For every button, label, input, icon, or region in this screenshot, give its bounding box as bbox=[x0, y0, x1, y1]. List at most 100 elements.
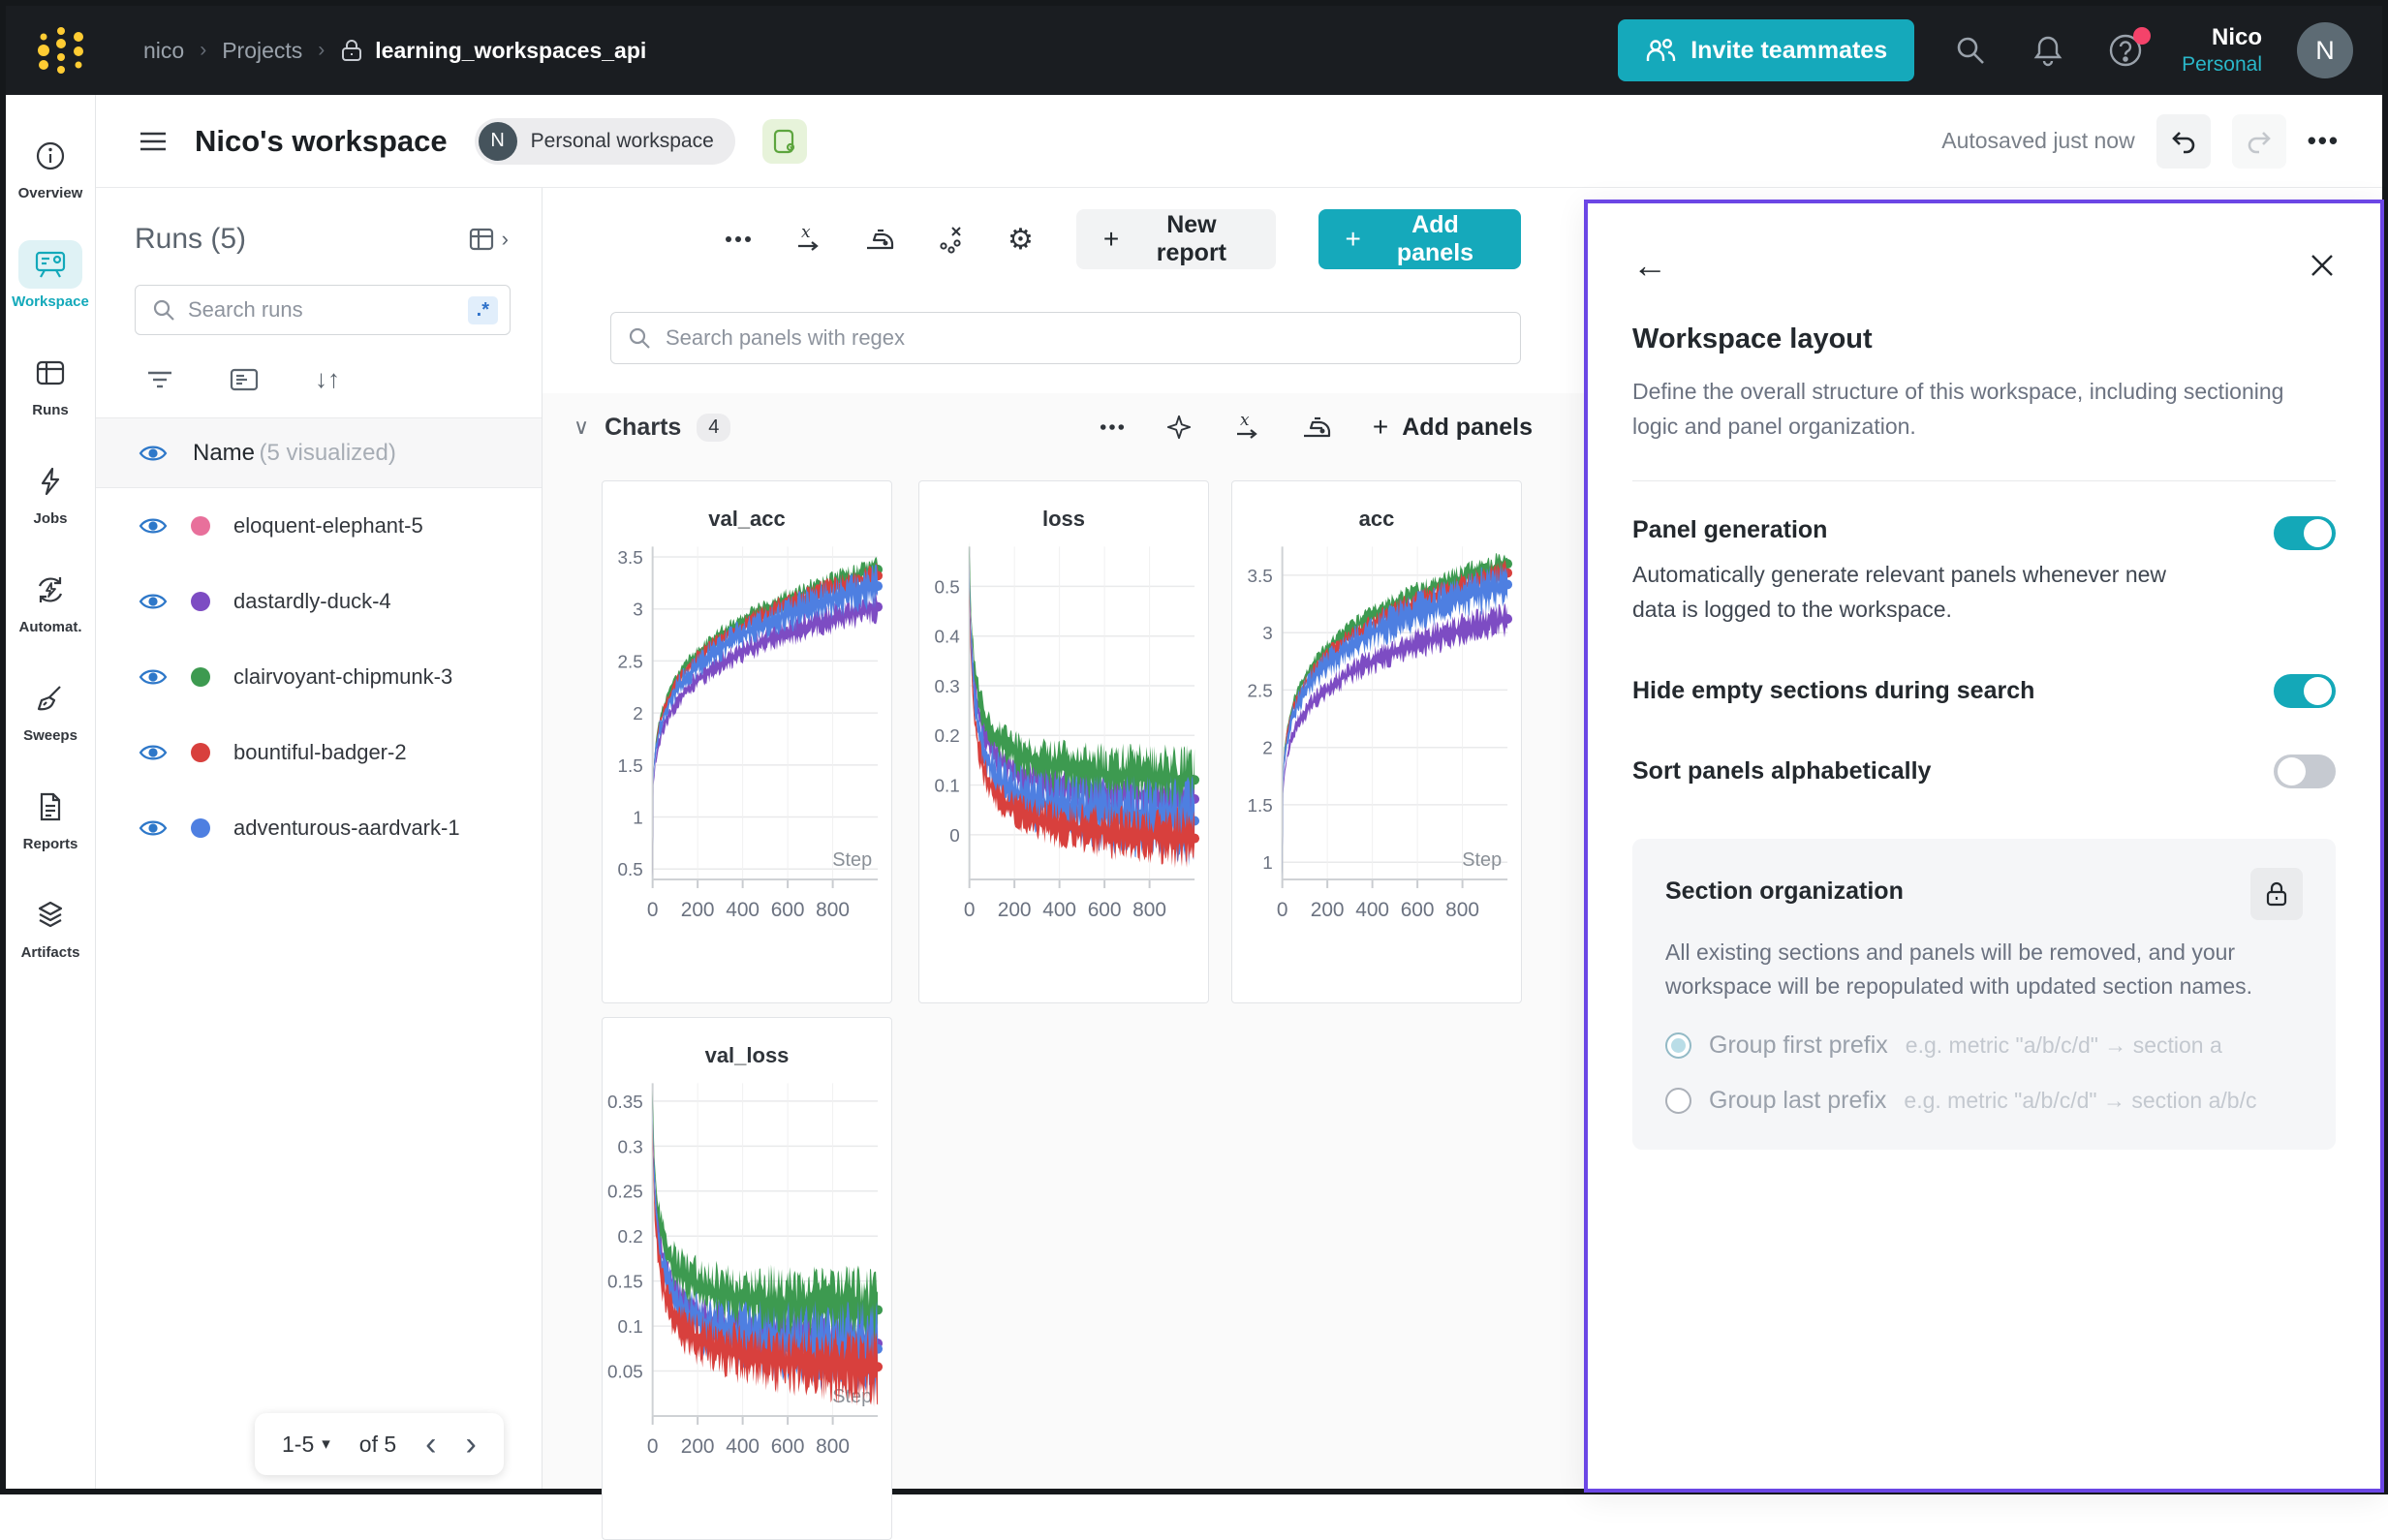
eye-icon[interactable] bbox=[139, 443, 168, 464]
lock-button[interactable] bbox=[2250, 867, 2303, 920]
help-icon[interactable] bbox=[2104, 27, 2152, 72]
group-first-prefix-option[interactable]: Group first prefix e.g. metric "a/b/c/d"… bbox=[1665, 1032, 2303, 1060]
svg-text:200: 200 bbox=[681, 899, 715, 921]
navbar-right: Invite teammates Nico Personal N bbox=[1618, 19, 2353, 81]
wandb-logo[interactable] bbox=[35, 23, 87, 77]
section-add-panels-button[interactable]: + Add panels bbox=[1372, 412, 1533, 442]
sidebar-item-overview[interactable]: Overview bbox=[18, 132, 82, 201]
top-navbar: nico › Projects › learning_workspaces_ap… bbox=[6, 6, 2382, 95]
user-name: Nico bbox=[2211, 23, 2262, 50]
breadcrumb-separator: › bbox=[318, 39, 326, 61]
radio-button[interactable] bbox=[1665, 1032, 1691, 1059]
eye-icon[interactable] bbox=[139, 742, 168, 763]
outliers-scatter-icon[interactable] bbox=[938, 225, 965, 254]
chart-card[interactable]: acc 1 1.5 2 2.5 3 3.5 0 200 400 600 800 Step bbox=[1231, 480, 1522, 1003]
svg-text:0.3: 0.3 bbox=[618, 1136, 643, 1156]
search-icon[interactable] bbox=[1949, 29, 1992, 72]
workspace-sparkle-icon[interactable] bbox=[761, 118, 807, 164]
artifacts-icon bbox=[18, 891, 82, 939]
redo-button[interactable] bbox=[2231, 113, 2286, 169]
panel-search-input[interactable] bbox=[666, 325, 1504, 351]
user-block[interactable]: Nico Personal bbox=[2182, 23, 2262, 77]
hamburger-menu-icon[interactable] bbox=[139, 130, 168, 153]
personal-workspace-badge[interactable]: N Personal workspace bbox=[474, 117, 735, 165]
run-row[interactable]: clairvoyant-chipmunk-3 bbox=[96, 639, 542, 715]
sidebar-item-sweeps[interactable]: Sweeps bbox=[18, 674, 82, 744]
breadcrumb-projects[interactable]: Projects bbox=[222, 37, 303, 63]
breadcrumb-project[interactable]: learning_workspaces_api bbox=[340, 38, 646, 64]
collapse-chevron-icon[interactable]: ∨ bbox=[574, 415, 590, 439]
more-options-icon[interactable]: ••• bbox=[2307, 126, 2340, 155]
radio-button[interactable] bbox=[1665, 1087, 1691, 1114]
x-axis-settings-icon[interactable]: x bbox=[794, 225, 822, 254]
eye-icon[interactable] bbox=[139, 515, 168, 537]
regex-toggle[interactable]: .* bbox=[467, 295, 498, 324]
run-color-dot bbox=[191, 516, 210, 536]
undo-button[interactable] bbox=[2155, 113, 2211, 169]
eye-icon[interactable] bbox=[139, 817, 168, 839]
svg-text:0: 0 bbox=[647, 1435, 659, 1458]
chart-card[interactable]: val_acc 0.5 1 1.5 2 2.5 3 3.5 0 200 400 600 800 Step bbox=[602, 480, 892, 1003]
back-arrow-icon[interactable]: ← bbox=[1632, 245, 1667, 285]
more-options-icon[interactable] bbox=[725, 234, 752, 244]
chart-card[interactable]: val_loss 0.05 0.1 0.15 0.2 0.25 0.3 0.35 0 200 40… bbox=[602, 1017, 892, 1540]
svg-text:2.5: 2.5 bbox=[1248, 680, 1273, 700]
sidebar-item-jobs[interactable]: Jobs bbox=[18, 457, 82, 527]
panel-generation-toggle[interactable] bbox=[2274, 516, 2336, 551]
search-icon bbox=[153, 299, 174, 321]
sparkle-icon[interactable] bbox=[1165, 414, 1193, 441]
eye-icon[interactable] bbox=[139, 591, 168, 612]
close-icon[interactable] bbox=[2309, 252, 2336, 279]
wandb-workspace-page: { "navbar": { "breadcrumb": ["nico", "Pr… bbox=[0, 0, 2388, 1494]
avatar[interactable]: N bbox=[2297, 22, 2353, 78]
sidebar-item-runs[interactable]: Runs bbox=[18, 349, 82, 418]
runs-search-input[interactable] bbox=[188, 297, 456, 323]
filter-icon[interactable] bbox=[146, 364, 173, 394]
svg-text:2: 2 bbox=[1262, 738, 1273, 758]
page-range-dropdown[interactable]: 1-5 ▾ bbox=[282, 1431, 330, 1457]
people-icon bbox=[1647, 39, 1676, 61]
panel-search-field[interactable] bbox=[610, 312, 1521, 364]
section-title: Charts bbox=[605, 413, 682, 441]
svg-text:400: 400 bbox=[726, 1435, 760, 1458]
run-name: adventurous-aardvark-1 bbox=[233, 816, 460, 840]
group-last-prefix-option[interactable]: Group last prefix e.g. metric "a/b/c/d" … bbox=[1665, 1087, 2303, 1115]
runs-search-field[interactable]: .* bbox=[135, 285, 511, 335]
svg-text:Step: Step bbox=[1462, 849, 1502, 871]
drawer-description: Define the overall structure of this wor… bbox=[1632, 379, 2284, 439]
sidebar-item-artifacts[interactable]: Artifacts bbox=[18, 891, 82, 961]
list-settings-icon[interactable] bbox=[230, 364, 259, 394]
chart-card[interactable]: loss 0 0.1 0.2 0.3 0.4 0.5 0 200 400 600 800 bbox=[918, 480, 1209, 1003]
run-row[interactable]: eloquent-elephant-5 bbox=[96, 488, 542, 564]
new-report-button[interactable]: + New report bbox=[1075, 209, 1276, 269]
chart-canvas: 0.5 1 1.5 2 2.5 3 3.5 0 200 400 600 800 Step bbox=[603, 534, 891, 940]
settings-gear-icon[interactable]: ⚙ bbox=[1008, 223, 1034, 256]
hide-empty-sections-toggle[interactable] bbox=[2274, 673, 2336, 708]
run-row[interactable]: dastardly-duck-4 bbox=[96, 564, 542, 639]
sort-icon[interactable]: ↓↑ bbox=[315, 364, 340, 393]
badge-avatar: N bbox=[478, 121, 517, 161]
sort-panels-toggle[interactable] bbox=[2274, 754, 2336, 788]
run-row[interactable]: adventurous-aardvark-1 bbox=[96, 790, 542, 866]
more-options-icon[interactable] bbox=[1100, 422, 1125, 432]
runs-panel: Runs (5) › .* ↓↑ Name (5 visualized) elo… bbox=[96, 188, 543, 1489]
invite-teammates-button[interactable]: Invite teammates bbox=[1618, 19, 1915, 81]
smoothing-iron-icon[interactable] bbox=[864, 225, 895, 254]
runs-header-row[interactable]: Name (5 visualized) bbox=[96, 418, 542, 488]
sidebar-item-reports[interactable]: Reports bbox=[18, 783, 82, 852]
run-row[interactable]: bountiful-badger-2 bbox=[96, 715, 542, 790]
runs-table-expand-icon[interactable]: › bbox=[469, 227, 509, 252]
autosave-status: Autosaved just now bbox=[1941, 128, 2135, 153]
svg-text:0: 0 bbox=[964, 899, 976, 921]
svg-text:x: x bbox=[801, 225, 811, 242]
x-axis-settings-icon[interactable]: x bbox=[1233, 413, 1260, 442]
eye-icon[interactable] bbox=[139, 666, 168, 688]
sidebar-item-automations[interactable]: Automat. bbox=[18, 566, 82, 635]
breadcrumb-entity[interactable]: nico bbox=[143, 37, 185, 63]
smoothing-iron-icon[interactable] bbox=[1301, 413, 1332, 442]
svg-text:0: 0 bbox=[1277, 899, 1288, 921]
sidebar-item-workspace[interactable]: Workspace bbox=[12, 240, 89, 310]
notifications-bell-icon[interactable] bbox=[2027, 29, 2069, 72]
add-panels-button[interactable]: + Add panels bbox=[1318, 209, 1521, 269]
run-name: clairvoyant-chipmunk-3 bbox=[233, 664, 453, 689]
